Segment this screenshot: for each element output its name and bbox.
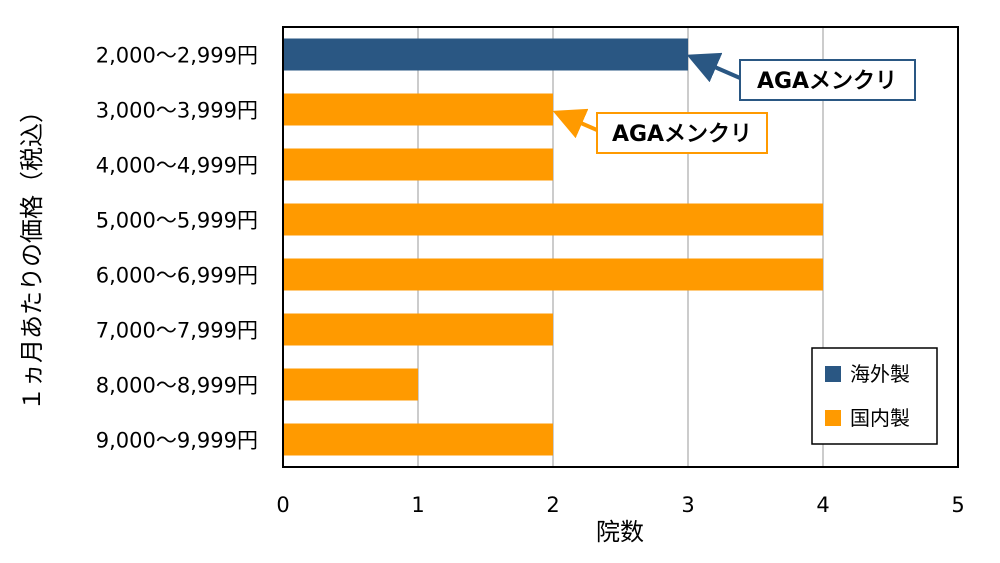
bar-domestic (283, 258, 823, 291)
plot-frame (282, 26, 959, 468)
legend-label-domestic: 国内製 (850, 406, 910, 430)
x-tick-label: 1 (411, 493, 424, 517)
callout-arrow-overseas (686, 52, 741, 83)
callout-box-domestic (596, 112, 768, 154)
category-label: 3,000～3,999円 (96, 99, 258, 123)
callouts: AGAメンクリ AGAメンクリ (552, 52, 916, 154)
bar-domestic (283, 93, 553, 126)
x-tick-label: 3 (681, 493, 694, 517)
x-axis-title: 院数 (596, 518, 644, 546)
callout-box-overseas (739, 59, 916, 101)
y-axis-title: １ヵ月あたりの価格（税込） (18, 99, 46, 411)
x-tick-label: 0 (276, 493, 289, 517)
callout-arrow-domestic (552, 108, 598, 139)
callout-label-domestic: AGAメンクリ (612, 122, 752, 147)
legend: 海外製 国内製 (811, 347, 938, 445)
category-label: 8,000～8,999円 (96, 374, 258, 398)
bar-domestic (283, 423, 553, 456)
x-tick-label: 4 (816, 493, 829, 517)
category-labels: 2,000～2,999円 3,000～3,999円 4,000～4,999円 5,00… (96, 44, 258, 453)
category-label: 7,000～7,999円 (96, 319, 258, 343)
category-label: 6,000～6,999円 (96, 264, 258, 288)
x-tick-labels: 0 1 2 3 4 5 (276, 493, 964, 517)
bar-overseas (283, 38, 688, 71)
x-tick-label: 2 (546, 493, 559, 517)
x-tick-label: 5 (951, 493, 964, 517)
legend-box (811, 347, 938, 445)
bar-domestic (283, 368, 418, 401)
callout-label-overseas: AGAメンクリ (757, 69, 897, 94)
bar-domestic (283, 203, 823, 236)
bar-domestic (283, 148, 553, 181)
category-label: 2,000～2,999円 (96, 44, 258, 68)
bars (283, 38, 823, 456)
legend-swatch-domestic (825, 410, 841, 426)
category-label: 5,000～5,999円 (96, 209, 258, 233)
legend-label-overseas: 海外製 (850, 362, 910, 386)
bar-domestic (283, 313, 553, 346)
category-label: 9,000～9,999円 (96, 429, 258, 453)
category-label: 4,000～4,999円 (96, 154, 258, 178)
legend-swatch-overseas (825, 366, 841, 382)
